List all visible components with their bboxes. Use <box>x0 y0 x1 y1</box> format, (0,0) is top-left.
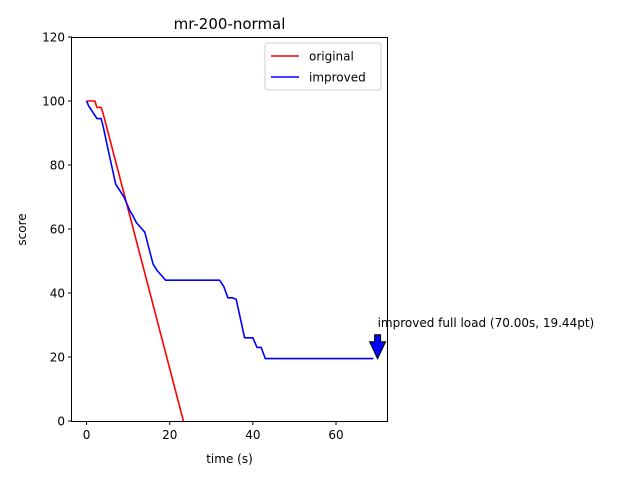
legend-label-improved: improved <box>309 71 366 85</box>
x-tick-label: 20 <box>162 428 177 442</box>
chart-title: mr-200-normal <box>174 15 286 33</box>
x-axis-ticks: 0 20 40 60 <box>83 421 344 442</box>
plot-frame <box>71 37 388 422</box>
x-tick-label: 40 <box>245 428 260 442</box>
y-tick-label: 20 <box>50 351 65 365</box>
x-tick-label: 60 <box>328 428 343 442</box>
series-line-original <box>86 100 185 422</box>
y-tick-label: 80 <box>50 159 65 173</box>
y-tick-label: 120 <box>42 31 65 45</box>
y-tick-label: 40 <box>50 287 65 301</box>
series-layer <box>85 100 374 422</box>
annotation-arrow <box>368 334 387 360</box>
legend-box <box>264 42 382 91</box>
y-axis-ticks: 0 20 40 60 80 100 120 <box>42 31 72 429</box>
x-axis-label: time (s) <box>206 452 253 466</box>
legend: original improved <box>264 42 382 91</box>
annotation-label: improved full load (70.00s, 19.44pt) <box>378 316 595 330</box>
x-tick-label: 0 <box>83 428 91 442</box>
legend-label-original: original <box>309 50 354 64</box>
y-tick-label: 100 <box>42 95 65 109</box>
series-line-improved <box>85 100 374 360</box>
y-tick-label: 60 <box>50 223 65 237</box>
annotation-layer: improved full load (70.00s, 19.44pt) <box>368 316 595 360</box>
y-axis-label: score <box>15 213 29 245</box>
y-tick-label: 0 <box>57 415 65 429</box>
